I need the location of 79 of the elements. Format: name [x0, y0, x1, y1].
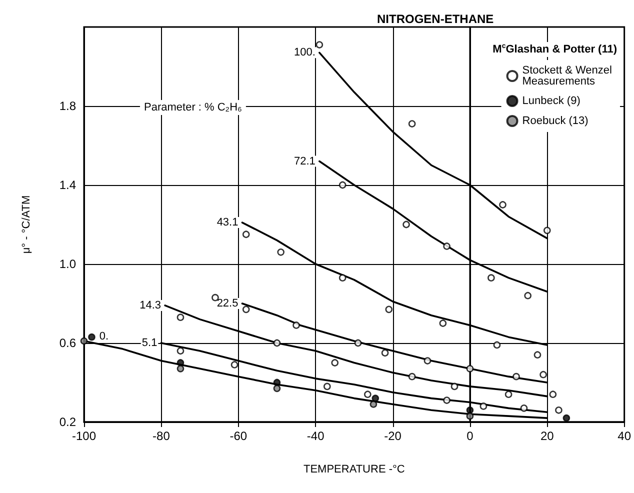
series-label: 43.1: [216, 216, 238, 229]
point: [562, 414, 570, 422]
chart-title: NITROGEN-ETHANE: [377, 12, 494, 26]
point: [338, 181, 346, 189]
point: [512, 372, 520, 380]
annotation: Parameter : % C₂H₆: [144, 102, 242, 114]
point: [176, 314, 184, 321]
point: [466, 365, 474, 372]
x-tick-label: 20: [540, 429, 554, 443]
point: [424, 357, 432, 364]
x-tick-label: -60: [230, 429, 248, 443]
point: [480, 402, 488, 410]
y-axis-title: μ° - °C/ATM: [20, 195, 32, 254]
x-tick-label: 0: [466, 429, 474, 443]
point: [408, 372, 416, 380]
x-tick-label: -80: [152, 429, 170, 443]
point: [176, 347, 184, 355]
legend-label: Stockett & Wenzel Measurements: [522, 64, 616, 88]
point: [493, 341, 501, 349]
point: [540, 370, 547, 378]
point: [450, 382, 458, 390]
legend-label: Roebuck (13): [522, 115, 588, 127]
point: [292, 322, 300, 329]
point: [520, 404, 528, 412]
point: [443, 242, 450, 250]
y-tick-label: 1.4: [59, 178, 76, 192]
point: [549, 390, 557, 398]
point: [242, 306, 250, 314]
x-tick-label: -20: [384, 429, 402, 443]
point: [324, 382, 331, 390]
point: [504, 390, 512, 398]
x-tick-label: -100: [72, 429, 96, 443]
series-label: 5.1: [142, 337, 158, 349]
point: [499, 201, 506, 208]
point: [408, 120, 416, 128]
series-label: 14.3: [140, 299, 162, 312]
legend-label: Lunbeck (9): [522, 95, 580, 107]
point: [277, 248, 284, 256]
point: [381, 349, 389, 357]
point: [364, 390, 372, 398]
point: [273, 339, 281, 347]
point: [273, 378, 281, 386]
x-tick-label: -40: [306, 429, 325, 443]
y-tick-label: 1.8: [59, 99, 76, 113]
series-label: 72.1: [294, 155, 316, 168]
point: [354, 339, 362, 347]
point: [316, 41, 324, 48]
y-tick-label: 0.2: [59, 415, 76, 429]
point: [176, 365, 184, 372]
point: [80, 337, 88, 345]
x-tick-label: 40: [618, 429, 632, 443]
point: [488, 274, 495, 282]
point: [338, 274, 346, 282]
series-label: 100.: [294, 46, 316, 59]
point: [439, 320, 447, 327]
point: [331, 359, 339, 366]
point: [534, 351, 542, 358]
point: [385, 306, 393, 314]
series-label: 0.: [99, 330, 109, 343]
point: [402, 220, 410, 228]
point: [443, 396, 450, 404]
series-label: 22.5: [216, 298, 238, 310]
point: [555, 406, 562, 414]
point: [88, 333, 96, 341]
point: [370, 400, 378, 408]
y-tick-label: 1.0: [59, 257, 76, 271]
point: [212, 294, 219, 302]
x-axis-title: TEMPERATURE -°C: [303, 464, 405, 476]
y-tick-label: 0.6: [59, 336, 76, 350]
point: [242, 230, 250, 238]
legend-title: M$^{c}$Glashan & Potter (11): [490, 42, 620, 57]
point: [176, 359, 184, 366]
point: [524, 292, 532, 300]
point: [372, 394, 380, 402]
point: [466, 406, 474, 414]
point: [230, 361, 238, 368]
point: [273, 384, 281, 392]
point: [466, 412, 474, 420]
point: [543, 226, 551, 234]
